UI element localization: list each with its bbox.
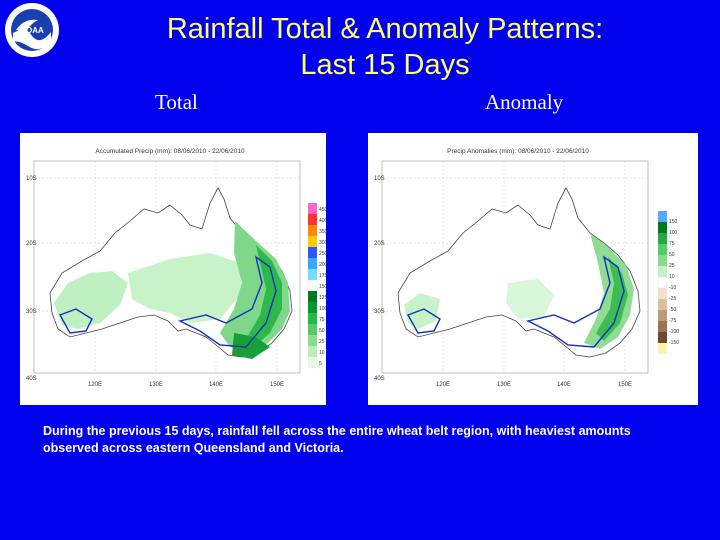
lon-label: 120E [436, 382, 450, 388]
lat-label: 10S [26, 176, 37, 182]
subtitle-anomaly: Anomaly [485, 90, 564, 114]
anomaly-map-header: Precip Anomalies (mm): 08/06/2010 - 22/0… [447, 148, 589, 155]
lat-label: 40S [26, 376, 37, 382]
lon-label: 150E [270, 382, 284, 388]
legend-label: 200 [319, 262, 326, 268]
legend-label: -75 [669, 318, 676, 324]
subtitle-total: Total [155, 90, 198, 114]
legend-label: 50 [669, 252, 675, 258]
legend-label: -100 [669, 329, 679, 335]
legend-label: 300 [319, 240, 326, 246]
legend-label: 100 [669, 230, 678, 236]
anomaly-region-central [506, 279, 554, 319]
anomaly-region-east-heavy [596, 257, 628, 341]
logo-text: NOAA [20, 26, 44, 35]
anomaly-legend [657, 211, 668, 354]
total-map-header: Accumulated Precip (mm): 08/06/2010 - 22… [95, 148, 245, 155]
lon-label: 130E [497, 382, 511, 388]
wheat-belt-outline [58, 255, 277, 348]
legend-label: -10 [669, 285, 676, 291]
rain-region-southeast [232, 333, 270, 359]
anomaly-rainfall-map: Precip Anomalies (mm): 08/06/2010 - 22/0… [368, 133, 698, 405]
legend-label: 10 [669, 274, 675, 280]
lat-label: 20S [26, 241, 37, 247]
legend-label: 400 [319, 218, 326, 224]
anomaly-region-east [584, 233, 634, 349]
legend-label: 50 [319, 328, 325, 334]
legend-label: 125 [319, 295, 326, 301]
legend-label: 150 [319, 284, 326, 290]
legend-label: 250 [319, 251, 326, 257]
legend-label: 75 [319, 317, 325, 323]
lon-label: 130E [149, 382, 163, 388]
legend-label: 25 [669, 263, 675, 269]
legend-label: 10 [319, 350, 325, 356]
wheat-belt-outline [406, 255, 625, 348]
lat-label: 20S [374, 241, 385, 247]
lon-label: 120E [88, 382, 102, 388]
title-line-1: Rainfall Total & Anomaly Patterns: [166, 13, 604, 45]
legend-label: 100 [319, 306, 326, 312]
lon-label: 140E [557, 382, 571, 388]
legend-label: 75 [669, 241, 675, 247]
lat-label: 30S [26, 309, 37, 315]
legend-label: -25 [669, 296, 676, 302]
lat-label: 30S [374, 309, 385, 315]
legend-label: 175 [319, 273, 326, 279]
title-line-2: Last 15 Days [300, 49, 470, 81]
legend-label: 5 [319, 361, 322, 367]
rain-region-central [128, 253, 242, 323]
legend-label: 450 [319, 207, 326, 213]
total-rainfall-map: Accumulated Precip (mm): 08/06/2010 - 22… [20, 133, 328, 405]
total-legend [307, 203, 318, 368]
lat-label: 10S [374, 176, 385, 182]
legend-label: 350 [319, 229, 326, 235]
anomaly-region-west [404, 293, 440, 329]
australia-landmass [397, 187, 641, 358]
lon-label: 140E [209, 382, 223, 388]
legend-label: 25 [319, 339, 325, 345]
rain-region-east-heavy [246, 245, 282, 345]
lon-label: 150E [618, 382, 632, 388]
legend-label: -150 [669, 340, 679, 346]
legend-label: -50 [669, 307, 676, 313]
noaa-logo: NOAA [5, 3, 59, 57]
lat-label: 40S [374, 376, 385, 382]
caption: During the previous 15 days, rainfall fe… [43, 424, 631, 455]
rain-region-west [54, 271, 128, 329]
legend-label: 150 [669, 219, 678, 225]
